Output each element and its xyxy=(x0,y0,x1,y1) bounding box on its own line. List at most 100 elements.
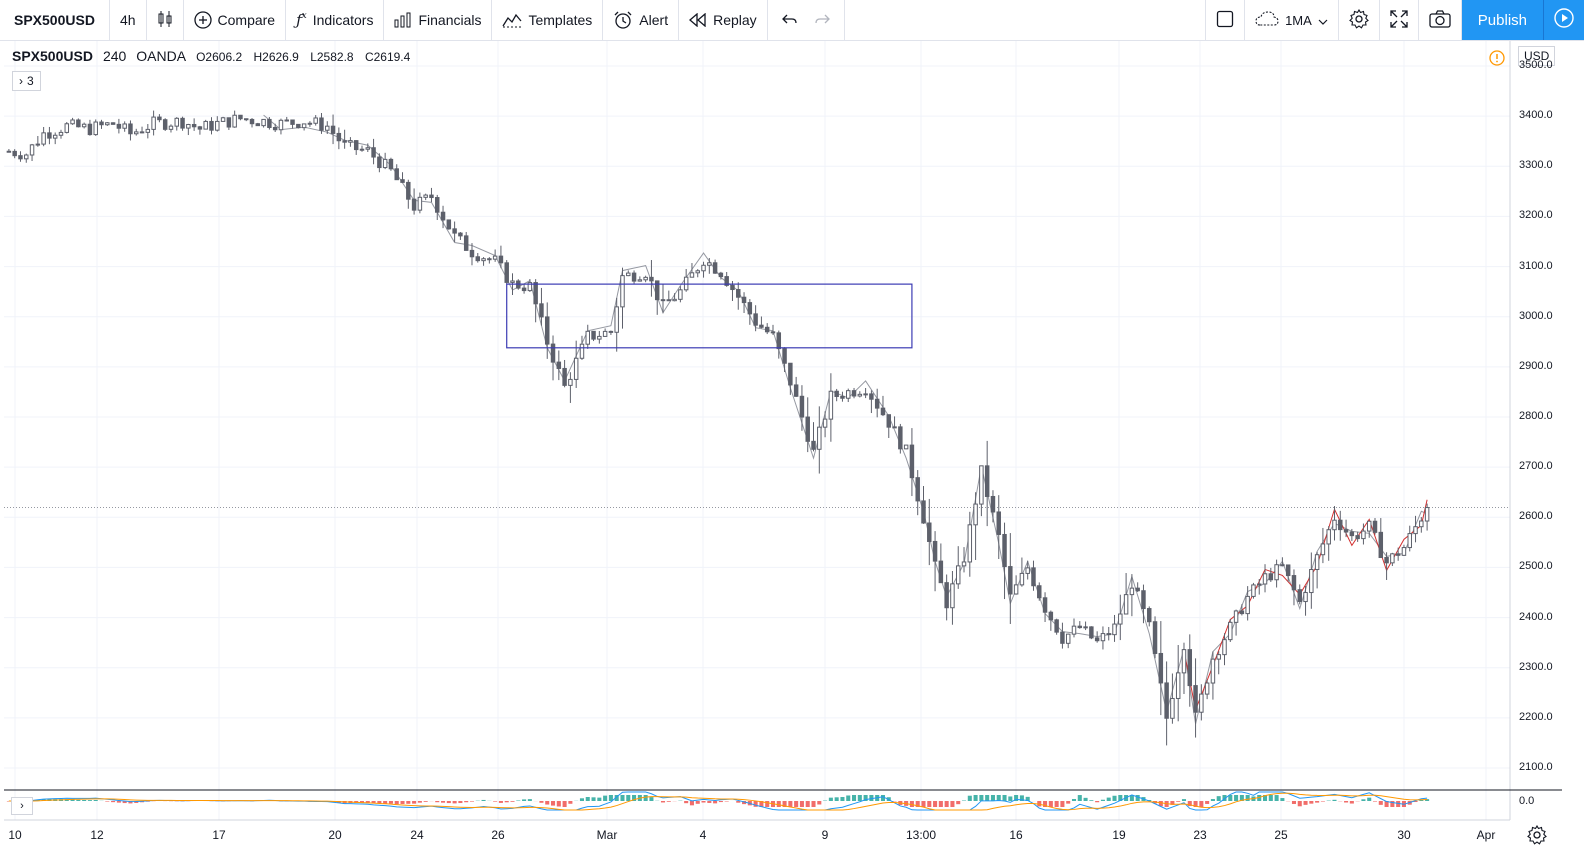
time-tick: 19 xyxy=(1112,828,1126,842)
undo-icon[interactable] xyxy=(781,12,798,29)
macd-histogram-bar xyxy=(817,801,822,805)
candle-body xyxy=(973,503,978,526)
candle-body xyxy=(1216,654,1221,660)
chart-settings-gear-icon[interactable] xyxy=(1527,824,1547,850)
candle-body xyxy=(788,362,793,386)
candle-body xyxy=(793,384,799,397)
layout-button[interactable]: 1MA xyxy=(1245,0,1339,40)
candle-body xyxy=(1147,608,1152,623)
macd-histogram-bar xyxy=(689,801,694,806)
macd-histogram-bar xyxy=(116,801,121,803)
candle-body xyxy=(377,156,382,169)
interval-button[interactable]: 4h xyxy=(110,0,147,40)
macd-histogram-bar xyxy=(579,798,584,801)
candle-body xyxy=(1413,526,1418,535)
candle-body xyxy=(556,361,562,369)
candle-body xyxy=(539,303,544,318)
legend-symbol[interactable]: SPX500USD xyxy=(12,48,93,64)
candle-body xyxy=(290,119,295,125)
macd-histogram-bar xyxy=(441,801,446,803)
macd-histogram-bar xyxy=(713,801,718,804)
macd-histogram-bar xyxy=(597,797,602,801)
candle-body xyxy=(944,582,949,609)
candle-body xyxy=(770,331,776,334)
candle-body xyxy=(892,426,897,429)
candle-body xyxy=(6,150,12,153)
candle-body xyxy=(458,232,463,237)
macd-histogram-bar xyxy=(545,801,550,805)
candle-body xyxy=(1054,619,1059,633)
candle-body xyxy=(562,367,567,386)
replay-button[interactable]: Replay xyxy=(679,0,768,40)
candle-body xyxy=(712,262,718,274)
layout-label: 1MA xyxy=(1285,12,1312,28)
warning-icon[interactable] xyxy=(1489,50,1505,71)
symbol-search-button[interactable]: SPX500USD xyxy=(0,0,110,40)
candle-body xyxy=(406,181,411,200)
chart-style-button[interactable] xyxy=(147,0,184,40)
time-tick: Apr xyxy=(1476,828,1496,842)
macd-histogram-bar xyxy=(979,795,984,801)
macd-histogram-bar xyxy=(718,801,723,803)
alert-button[interactable]: Alert xyxy=(603,0,680,40)
candle-body xyxy=(1077,625,1083,629)
currency-label[interactable]: USD xyxy=(1518,46,1556,66)
candle-body xyxy=(87,123,93,136)
candle-body xyxy=(915,477,920,502)
candle-body xyxy=(301,123,307,129)
legend-ohlc: O2606.2 H2626.9 L2582.8 C2619.4 xyxy=(196,50,418,64)
macd-pane xyxy=(6,791,1430,811)
candle-body xyxy=(886,414,892,428)
macd-histogram-bar xyxy=(1100,799,1105,801)
candle-body xyxy=(1401,547,1407,556)
macd-histogram-bar xyxy=(967,795,972,801)
candle-body xyxy=(828,390,834,420)
macd-histogram-bar xyxy=(1396,801,1401,807)
candle-body xyxy=(1175,672,1181,699)
time-tick: 26 xyxy=(491,828,505,842)
legend-exchange: OANDA xyxy=(136,48,187,64)
candle-body xyxy=(654,280,660,301)
candle-body xyxy=(1193,685,1198,713)
redo-icon[interactable] xyxy=(814,12,830,29)
macd-histogram-bar xyxy=(1019,795,1024,801)
macd-histogram-bar xyxy=(388,801,393,804)
financials-button[interactable]: Financials xyxy=(384,0,493,40)
candle-body xyxy=(243,118,249,121)
compare-button[interactable]: Compare xyxy=(184,0,287,40)
macd-histogram-bar xyxy=(510,801,515,802)
publish-video-button[interactable] xyxy=(1544,0,1584,40)
candle-body xyxy=(1152,621,1158,654)
price-tick: 3400.0 xyxy=(1519,109,1553,122)
candle-body xyxy=(1002,533,1007,568)
candle-body xyxy=(359,148,365,151)
fullscreen-mode-button[interactable] xyxy=(1205,0,1246,40)
settings-button[interactable] xyxy=(1339,0,1380,40)
candle-body xyxy=(348,140,353,143)
expand-button[interactable] xyxy=(1380,0,1419,40)
candle-body xyxy=(487,258,492,261)
candle-body xyxy=(1320,543,1326,556)
macd-histogram-bar xyxy=(933,801,938,807)
publish-button[interactable]: Publish xyxy=(1461,0,1544,40)
legend-high: H2626.9 xyxy=(253,50,299,64)
cloud-icon xyxy=(1255,10,1279,30)
macd-histogram-bar xyxy=(626,795,631,801)
candle-body xyxy=(1106,633,1111,636)
candle-body xyxy=(365,147,371,150)
indicators-toggle[interactable]: › 3 xyxy=(12,71,41,91)
candle-body xyxy=(110,122,116,125)
templates-button[interactable]: Templates xyxy=(492,0,604,40)
macd-histogram-bar xyxy=(753,801,758,807)
macd-histogram-bar xyxy=(1170,801,1175,805)
macd-histogram-bar xyxy=(603,795,608,801)
candle-body xyxy=(325,125,330,131)
candle-body xyxy=(47,132,52,139)
macd-histogram-bar xyxy=(1048,801,1053,807)
snapshot-button[interactable] xyxy=(1419,0,1462,40)
macd-histogram-bar xyxy=(811,801,816,807)
pane-legend-toggle[interactable]: › xyxy=(11,797,33,815)
macd-histogram-bar xyxy=(1315,801,1320,803)
